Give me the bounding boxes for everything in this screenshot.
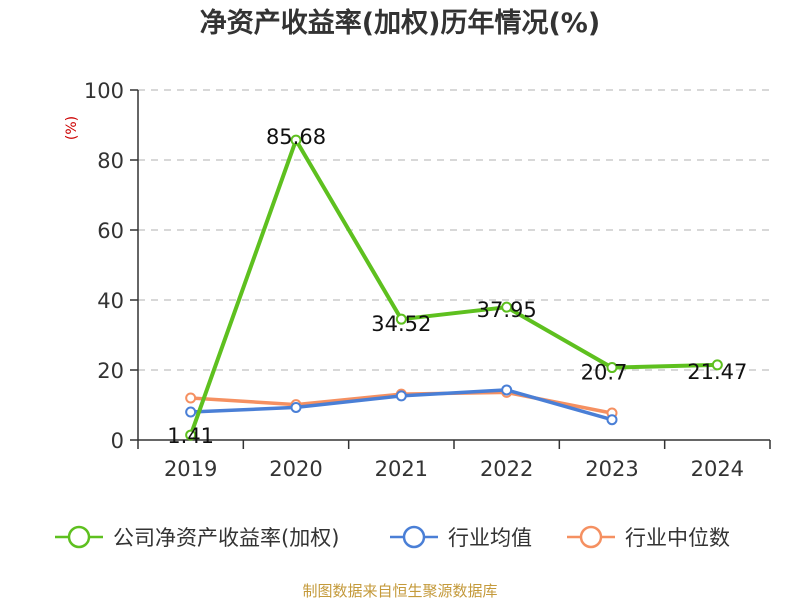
data-label: 20.7 (581, 361, 628, 385)
source-label: 制图数据来自恒生聚源数据库 (302, 582, 497, 600)
series-point-0 (290, 134, 302, 146)
legend-circle-icon (67, 525, 91, 549)
series-point-0 (711, 359, 723, 371)
x-tick-label: 2024 (691, 457, 744, 481)
axes: 0 20 40 60 80 100 2019 2020 2021 2022 2023 2024 (84, 79, 771, 481)
legend: 公司净资产收益率(加权) 行业均值 行业中位数 (55, 525, 730, 550)
y-tick-label: 100 (84, 79, 124, 103)
data-label: 37.95 (477, 298, 537, 322)
data-label: 21.47 (687, 360, 747, 384)
series-point-1 (290, 401, 302, 413)
x-tick-label: 2019 (164, 457, 217, 481)
legend-item-0: 公司净资产收益率(加权) (55, 525, 339, 550)
series-point-2 (185, 392, 197, 404)
legend-item-2: 行业中位数 (567, 525, 730, 550)
data-series (185, 134, 723, 441)
y-tick-label: 40 (97, 289, 124, 313)
data-labels: 1.41 85.68 34.52 37.95 20.7 21.47 (167, 125, 747, 448)
legend-label: 行业中位数 (625, 526, 730, 550)
y-tick-label: 0 (111, 429, 124, 453)
y-tick-label: 20 (97, 359, 124, 383)
grid-lines (138, 89, 770, 371)
legend-label: 公司净资产收益率(加权) (113, 526, 339, 550)
series-point-1 (185, 406, 197, 418)
data-label: 85.68 (266, 125, 326, 149)
x-tick-label: 2021 (375, 457, 428, 481)
y-tick-label: 80 (97, 149, 124, 173)
series-point-0 (606, 362, 618, 374)
series-point-0 (395, 313, 407, 325)
legend-circle-icon (579, 525, 603, 549)
series-line-0 (188, 138, 720, 438)
legend-item-1: 行业均值 (390, 525, 532, 550)
series-point-0 (185, 429, 197, 441)
x-tick-label: 2023 (585, 457, 638, 481)
x-tick-label: 2022 (480, 457, 533, 481)
data-label: 1.41 (167, 424, 214, 448)
chart-title: 净资产收益率(加权)历年情况(%) (200, 7, 600, 39)
series-point-1 (606, 414, 618, 426)
data-label: 34.52 (371, 312, 431, 336)
series-point-1 (501, 384, 513, 396)
y-tick-label: 60 (97, 219, 124, 243)
x-tick-label: 2020 (269, 457, 322, 481)
legend-label: 行业均值 (448, 526, 532, 550)
y-axis-unit-label: (%) (64, 116, 80, 140)
series-point-1 (395, 390, 407, 402)
legend-circle-icon (402, 525, 426, 549)
series-point-0 (501, 301, 513, 313)
